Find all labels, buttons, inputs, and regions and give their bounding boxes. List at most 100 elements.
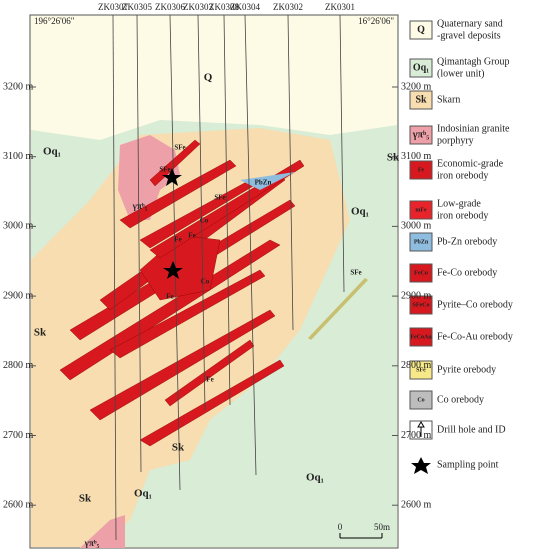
legend-text: Low-grade [437,198,481,209]
pbzn-body [240,172,295,190]
unit-label: Oq₁ [43,146,61,158]
legend-text: Pyrite orebody [437,364,496,375]
unit-label: Oq₁ [306,472,324,484]
elevation-label: 2800 m [3,360,34,371]
unit-label: γπᵇ₅ [84,538,100,548]
legend-text: iron orebody [437,210,488,221]
drill-id: ZK0301 [325,2,355,12]
elevation-label: 2900 m [3,290,34,301]
drill-id: ZK0304 [230,2,260,12]
drill-id: ZK0302 [273,2,303,12]
legend-text: porphyry [437,135,474,146]
elevation-label: 3000 m [3,221,34,232]
elevation-label: 3000 m [401,221,432,232]
elevation-label: 2600 m [3,499,34,510]
legend-text: Pyrite–Co orebody [437,299,513,310]
legend-text: Skarn [437,94,460,105]
legend-swatch [409,20,433,40]
elevation-label: 3200 m [401,81,432,92]
elevation-label: 3200 m [3,81,34,92]
unit-label: Oq₁ [351,206,369,218]
legend-symbol: Q [417,24,425,35]
legend-star [411,457,431,474]
legend-text: Drill hole and ID [437,424,506,435]
legend-text: Indosinian granite [437,123,510,134]
legend-text: Economic-grade [437,158,504,169]
unit-label: Sk [387,152,400,164]
legend-symbol: Fe [418,167,425,173]
legend-text: Pb-Zn orebody [437,236,497,247]
drill-holes [112,14,345,541]
sampling-point [162,168,182,186]
legend-text: iron orebody [437,170,488,181]
elevation-label: 2700 m [401,430,432,441]
orebody-label: SFe [350,269,361,277]
drill-id: ZK0307 [98,2,128,12]
legend-symbol: Co [417,397,424,403]
legend-swatch [409,58,433,78]
coord: 16°26'06" [358,16,394,26]
legend-text: -gravel deposits [437,30,501,41]
legend: Q Quaternary sand-gravel deposits Oq₁ Qiman… [409,18,513,474]
legend-drill-icon [417,421,425,437]
legend-swatch [409,263,433,283]
orebody-label: Fe [188,232,195,240]
legend-text: Quaternary sand [437,18,503,29]
legend-symbol: FeCoAu [410,334,432,340]
sampling-point [163,261,183,279]
unit-label: Sk [79,493,92,505]
orebody-label: Fe [206,376,213,384]
legend-swatch [409,90,433,110]
legend-symbol: Sk [415,94,427,105]
legend-swatch [409,200,433,220]
legend-symbol: SFe [416,367,426,373]
scale-bar [339,533,383,539]
legend-text: Fe-Co orebody [437,267,497,278]
legend-symbol: Oq₁ [413,62,429,73]
unit-label: Sk [172,442,185,454]
orebody-label: SFe [159,166,170,174]
unit-label: γπᵇ₅ [132,201,148,211]
drill-id: ZK0305 [122,2,152,12]
legend-symbol: PbZn [414,239,429,245]
skarn-area [31,128,350,547]
elevation-label: 2800 m [401,360,432,371]
legend-symbol: γπᵇ₅ [412,129,429,140]
elevation-label: 2700 m [3,430,34,441]
legend-swatch [409,327,433,347]
orebody-label: SFe [174,144,185,152]
elevation-label: 3100 m [3,151,34,162]
granite [80,515,125,548]
unit-label: Q [204,72,213,84]
drill-id: ZK0306 [155,2,185,12]
legend-swatch [409,295,433,315]
drill-id: ZK0303 [183,2,213,12]
legend-text: Fe-Co-Au orebody [437,331,513,342]
orebody-label: Fe [166,293,173,301]
pyrite-body [308,278,368,340]
scale-label: 0 [338,522,343,532]
orebody-label: Fe [174,236,181,244]
orebody-label: SFe [214,194,225,202]
coord: 196°26'06" [34,16,75,26]
legend-symbol: mFe [415,207,427,213]
orebody-label: Co [201,278,210,286]
unit-label: Sk [34,327,47,339]
legend-text: (lower unit) [437,68,485,79]
orebody-label: PbZn [255,179,272,187]
granite [118,135,180,220]
legend-swatch [409,125,433,145]
drill-id: ZK0308 [209,2,239,12]
legend-swatch [409,160,433,180]
legend-swatch [409,232,433,252]
unit-label: Oq₁ [134,488,152,500]
scale-label: 50m [374,522,390,532]
elevation-label: 2600 m [401,499,432,510]
legend-symbol: SFeCo [413,302,430,308]
legend-symbol: FeCo [414,270,428,276]
legend-swatch [409,390,433,410]
legend-text: Co orebody [437,394,484,405]
legend-text: Qimantagh Group [437,56,510,67]
